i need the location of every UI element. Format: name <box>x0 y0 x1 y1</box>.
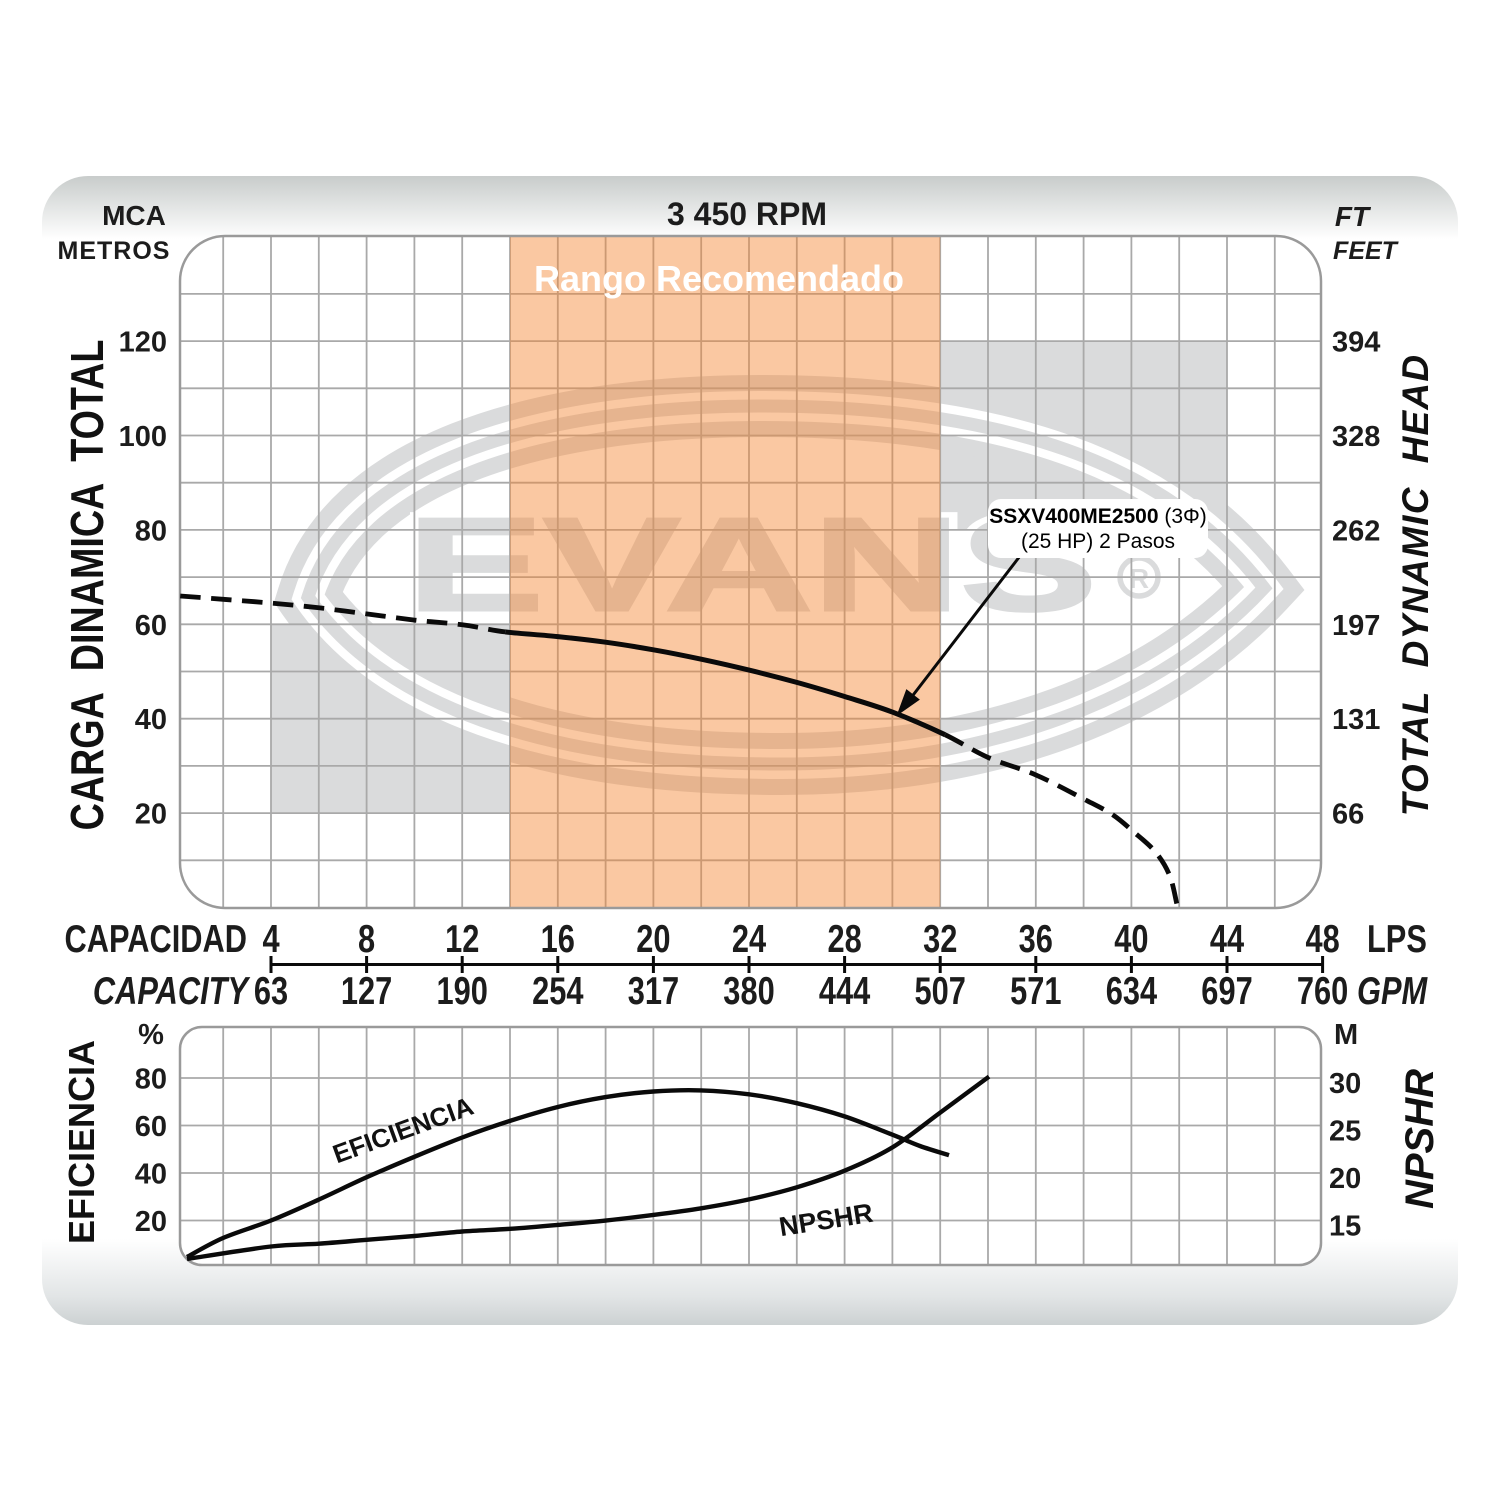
svg-text:80: 80 <box>135 515 167 547</box>
svg-text:CARGA DINAMICA TOTAL: CARGA DINAMICA TOTAL <box>61 340 112 831</box>
svg-text:SSXV400ME2500 (3Φ): SSXV400ME2500 (3Φ) <box>989 505 1207 528</box>
svg-text:394: 394 <box>1332 327 1380 359</box>
svg-text:40: 40 <box>135 704 167 736</box>
svg-text:(25 HP) 2 Pasos: (25 HP) 2 Pasos <box>1021 530 1175 553</box>
svg-text:LPS: LPS <box>1367 918 1427 961</box>
svg-text:GPM: GPM <box>1357 970 1428 1013</box>
svg-text:24: 24 <box>732 918 767 961</box>
svg-text:20: 20 <box>135 799 167 831</box>
svg-text:M: M <box>1334 1019 1358 1051</box>
svg-text:60: 60 <box>135 1111 167 1143</box>
svg-text:40: 40 <box>1114 918 1148 961</box>
svg-text:40: 40 <box>135 1159 167 1191</box>
svg-text:Rango Recomendado: Rango Recomendado <box>534 258 904 299</box>
svg-text:48: 48 <box>1305 918 1339 961</box>
svg-text:380: 380 <box>723 970 774 1013</box>
svg-text:15: 15 <box>1329 1211 1361 1243</box>
svg-text:120: 120 <box>119 327 167 359</box>
svg-text:CAPACIDAD: CAPACIDAD <box>64 918 247 961</box>
svg-text:EFICIENCIA: EFICIENCIA <box>61 1040 102 1244</box>
svg-text:20: 20 <box>1329 1163 1361 1195</box>
svg-text:317: 317 <box>628 970 679 1013</box>
svg-text:80: 80 <box>135 1064 167 1096</box>
svg-text:20: 20 <box>135 1206 167 1238</box>
svg-text:30: 30 <box>1329 1068 1361 1100</box>
svg-text:8: 8 <box>358 918 375 961</box>
svg-text:32: 32 <box>923 918 957 961</box>
svg-text:20: 20 <box>636 918 670 961</box>
svg-text:634: 634 <box>1106 970 1158 1013</box>
svg-text:28: 28 <box>827 918 861 961</box>
svg-text:25: 25 <box>1329 1116 1361 1148</box>
svg-text:190: 190 <box>437 970 488 1013</box>
svg-text:44: 44 <box>1210 918 1245 961</box>
svg-text:63: 63 <box>254 970 288 1013</box>
svg-text:METROS: METROS <box>58 237 171 265</box>
svg-text:328: 328 <box>1332 421 1380 453</box>
svg-text:%: % <box>138 1019 164 1051</box>
svg-text:131: 131 <box>1332 704 1380 736</box>
svg-text:254: 254 <box>532 970 584 1013</box>
svg-text:507: 507 <box>915 970 966 1013</box>
svg-text:TOTAL DYNAMIC HEAD: TOTAL DYNAMIC HEAD <box>1395 354 1436 817</box>
svg-text:MCA: MCA <box>102 200 166 231</box>
svg-text:444: 444 <box>819 970 871 1013</box>
svg-text:697: 697 <box>1201 970 1252 1013</box>
svg-text:FT: FT <box>1335 201 1372 232</box>
svg-text:16: 16 <box>541 918 575 961</box>
svg-text:760: 760 <box>1297 970 1348 1013</box>
svg-text:60: 60 <box>135 610 167 642</box>
svg-text:4: 4 <box>262 918 280 961</box>
svg-text:36: 36 <box>1019 918 1053 961</box>
svg-text:100: 100 <box>119 421 167 453</box>
svg-text:EVANS: EVANS <box>407 491 1097 638</box>
svg-text:CAPACITY: CAPACITY <box>93 970 251 1013</box>
svg-text:3 450 RPM: 3 450 RPM <box>667 196 827 232</box>
svg-text:R: R <box>1129 563 1149 594</box>
svg-text:FEET: FEET <box>1333 237 1400 265</box>
svg-text:262: 262 <box>1332 515 1380 547</box>
svg-text:NPSHR: NPSHR <box>1398 1069 1442 1209</box>
svg-text:571: 571 <box>1010 970 1061 1013</box>
svg-text:127: 127 <box>341 970 392 1013</box>
svg-text:197: 197 <box>1332 610 1380 642</box>
svg-text:12: 12 <box>445 918 479 961</box>
svg-text:66: 66 <box>1332 799 1364 831</box>
